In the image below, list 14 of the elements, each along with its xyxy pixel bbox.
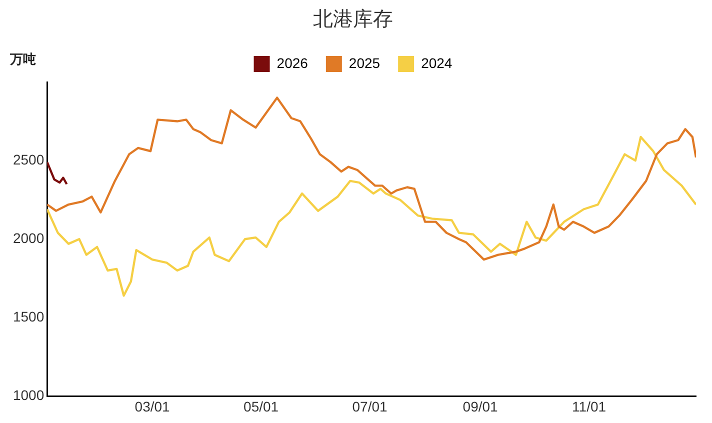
legend-label: 2025 bbox=[348, 54, 380, 71]
x-tick-label: 11/01 bbox=[572, 398, 606, 414]
legend-label: 2024 bbox=[421, 54, 452, 71]
x-tick-label: 03/01 bbox=[134, 398, 170, 414]
y-tick-label: 2500 bbox=[12, 151, 44, 168]
x-tick-label: 07/01 bbox=[352, 398, 388, 414]
chart-title: 北港库存 bbox=[313, 8, 393, 31]
y-tick-label: 1000 bbox=[12, 387, 44, 404]
x-tick-label: 05/01 bbox=[244, 398, 279, 414]
legend-label: 2026 bbox=[276, 54, 308, 71]
x-tick-label: 09/01 bbox=[462, 398, 498, 414]
y-tick-label: 2000 bbox=[12, 230, 44, 246]
y-tick-label: 1500 bbox=[12, 308, 44, 325]
y-axis-title: 万吨 bbox=[9, 52, 36, 67]
